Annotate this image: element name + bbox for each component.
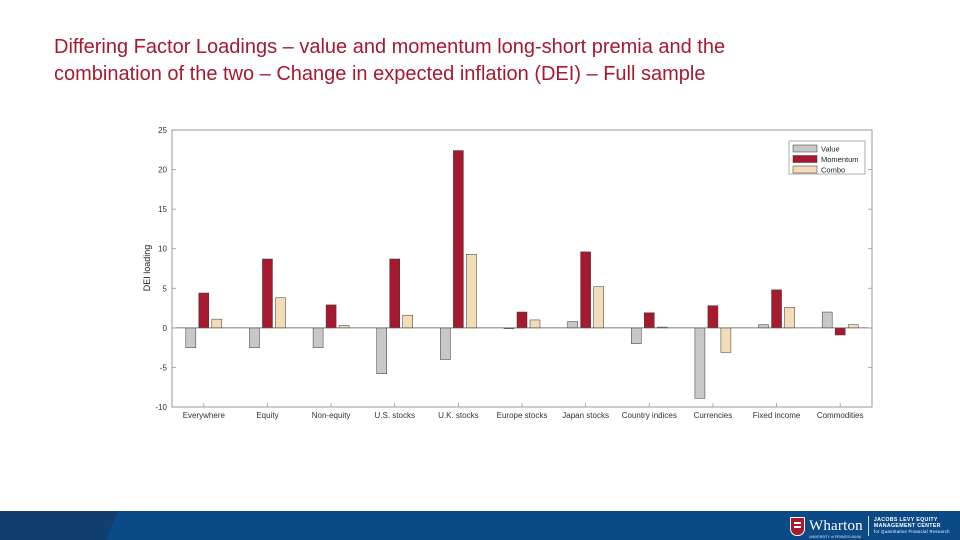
bar-value xyxy=(440,327,451,360)
y-tick-label: 25 xyxy=(158,126,167,135)
x-tick-label: Equity xyxy=(256,411,278,420)
bar-momentum xyxy=(198,292,210,329)
x-tick-labels: Everywhere Equity Non-equity U.S. stocks U.K… xyxy=(183,403,864,420)
bar-momentum xyxy=(262,258,273,329)
y-tick-label: -10 xyxy=(155,403,167,412)
footer-accent xyxy=(0,511,125,540)
bar-momentum xyxy=(325,304,337,329)
bar-value xyxy=(185,327,197,348)
y-ticks: 25 20 15 10 5 0 -5 -10 xyxy=(155,126,872,412)
bar-combo xyxy=(593,286,604,329)
legend-swatch-momentum xyxy=(792,155,818,163)
bar-combo xyxy=(720,327,732,353)
slide-title-line-1: Differing Factor Loadings – value and mo… xyxy=(54,36,726,58)
bar-value xyxy=(312,327,324,348)
x-tick-label: Everywhere xyxy=(183,411,226,420)
bar-value xyxy=(821,311,833,329)
center-name-line-2: MANAGEMENT CENTER xyxy=(873,523,941,529)
legend-swatch-value xyxy=(792,144,818,153)
bar-combo xyxy=(784,307,795,329)
slide-title-line-2: combination of the two – Change in expec… xyxy=(54,63,706,85)
y-tick-label: 10 xyxy=(158,245,167,254)
legend-label-value: Value xyxy=(821,145,840,154)
bar-value xyxy=(694,327,706,399)
bar-momentum xyxy=(453,150,464,329)
wharton-subtitle: UNIVERSITY of PENNSYLVANIA xyxy=(809,534,862,539)
y-tick-label: 5 xyxy=(163,284,168,293)
bar-momentum xyxy=(834,327,846,336)
x-tick-label: Country indices xyxy=(622,411,677,420)
bars-layer xyxy=(185,150,859,399)
y-tick-label: -5 xyxy=(160,363,168,372)
slide-title: Differing Factor Loadings – value and mo… xyxy=(54,34,934,88)
x-tick-label: Fixed income xyxy=(753,411,801,420)
y-tick-label: 15 xyxy=(158,205,167,214)
y-tick-label: 20 xyxy=(158,166,167,175)
bar-combo xyxy=(847,324,859,329)
x-tick-label: Europe stocks xyxy=(497,411,548,420)
wharton-wordmark: Wharton xyxy=(809,517,863,534)
bar-value xyxy=(758,324,769,329)
legend-label-momentum: Momentum xyxy=(821,155,859,164)
plot-area xyxy=(171,129,873,408)
x-tick-label: Japan stocks xyxy=(562,411,609,420)
legend-label-combo: Combo xyxy=(821,166,845,175)
y-axis-label: DEI loading xyxy=(142,245,152,292)
center-name-line-1: JACOBS LEVY EQUITY xyxy=(873,517,938,523)
bar-momentum xyxy=(707,305,719,329)
x-tick-label: Commodities xyxy=(817,411,864,420)
logo-divider xyxy=(867,516,869,536)
bar-combo xyxy=(529,319,541,329)
bar-value xyxy=(567,321,578,329)
bar-combo xyxy=(211,318,223,329)
bar-value xyxy=(249,327,260,348)
bar-combo xyxy=(466,254,477,329)
bar-momentum xyxy=(771,289,782,329)
footer-bar xyxy=(0,511,960,540)
bar-momentum xyxy=(389,258,400,329)
center-name: JACOBS LEVY EQUITY MANAGEMENT CENTER for… xyxy=(874,517,950,535)
x-tick-label: Currencies xyxy=(694,411,733,420)
bar-momentum xyxy=(516,311,528,329)
bar-combo xyxy=(402,314,413,329)
bar-momentum xyxy=(580,251,591,329)
wharton-shield-icon xyxy=(790,516,805,536)
bar-value xyxy=(376,327,387,375)
bar-momentum xyxy=(644,312,655,329)
x-tick-label: Non-equity xyxy=(312,411,351,420)
bar-combo xyxy=(275,297,286,329)
wharton-logo: Wharton UNIVERSITY of PENNSYLVANIA JACOB… xyxy=(790,514,950,539)
bar-value xyxy=(631,327,642,344)
x-tick-label: U.S. stocks xyxy=(375,411,415,420)
y-tick-label: 0 xyxy=(163,324,168,333)
center-name-line-3: for Quantitative Financial Research xyxy=(873,529,950,534)
legend-swatch-combo xyxy=(792,165,818,174)
x-tick-label: U.K. stocks xyxy=(438,411,478,420)
